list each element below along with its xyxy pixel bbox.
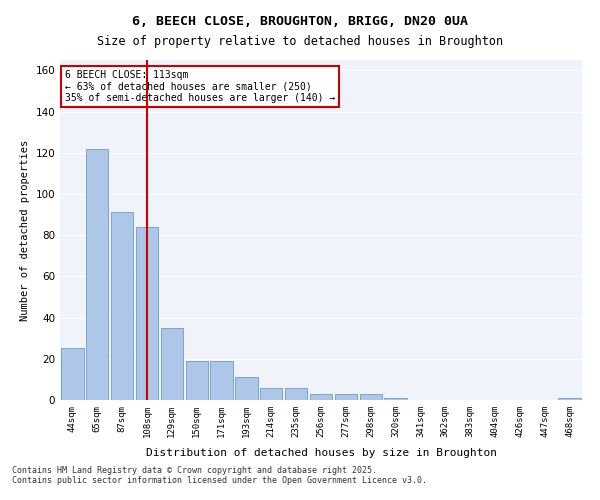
X-axis label: Distribution of detached houses by size in Broughton: Distribution of detached houses by size … xyxy=(146,448,497,458)
Bar xyxy=(359,394,382,400)
Bar xyxy=(185,361,208,400)
Bar xyxy=(385,398,407,400)
Bar xyxy=(136,227,158,400)
Bar xyxy=(61,348,83,400)
Bar xyxy=(111,212,133,400)
Bar xyxy=(235,378,257,400)
Text: Size of property relative to detached houses in Broughton: Size of property relative to detached ho… xyxy=(97,35,503,48)
Bar xyxy=(260,388,283,400)
Text: 6 BEECH CLOSE: 113sqm
← 63% of detached houses are smaller (250)
35% of semi-det: 6 BEECH CLOSE: 113sqm ← 63% of detached … xyxy=(65,70,335,103)
Y-axis label: Number of detached properties: Number of detached properties xyxy=(20,140,30,320)
Bar xyxy=(211,361,233,400)
Bar xyxy=(285,388,307,400)
Bar xyxy=(86,148,109,400)
Bar xyxy=(310,394,332,400)
Bar xyxy=(559,398,581,400)
Text: 6, BEECH CLOSE, BROUGHTON, BRIGG, DN20 0UA: 6, BEECH CLOSE, BROUGHTON, BRIGG, DN20 0… xyxy=(132,15,468,28)
Bar xyxy=(335,394,357,400)
Text: Contains HM Land Registry data © Crown copyright and database right 2025.
Contai: Contains HM Land Registry data © Crown c… xyxy=(12,466,427,485)
Bar xyxy=(161,328,183,400)
